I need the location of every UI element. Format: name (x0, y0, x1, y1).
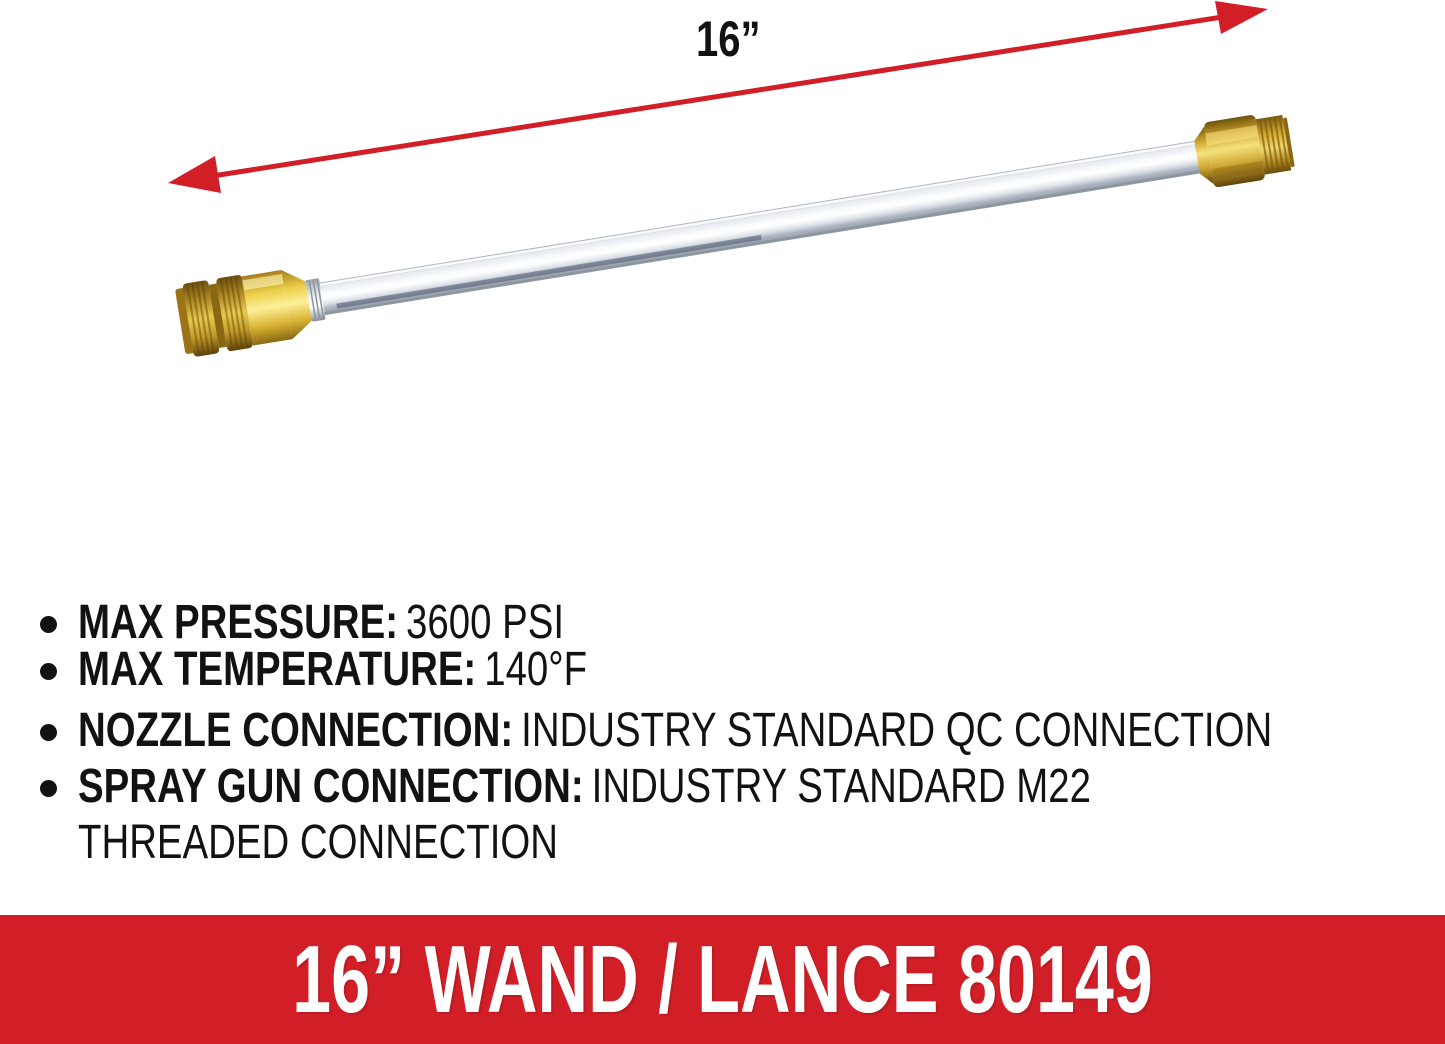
spec-value: INDUSTRY STANDARD M22 THREADED CONNECTIO… (78, 760, 1091, 869)
bullet-icon (40, 663, 57, 680)
arrowhead-right-icon (1215, 1, 1268, 34)
product-banner: 16” WAND / LANCE 80149 (0, 915, 1445, 1044)
m22-fitting (1194, 114, 1295, 188)
spec-label: MAX TEMPERATURE: (78, 643, 477, 696)
bullet-icon (40, 780, 57, 797)
spec-item-spray-gun-connection: SPRAY GUN CONNECTION: INDUSTRY STANDARD M… (40, 759, 1445, 871)
spec-value: 3600 PSI (406, 596, 565, 649)
product-banner-title: 16” WAND / LANCE 80149 (292, 925, 1153, 1033)
ferrule-ring (305, 278, 326, 322)
spec-label: NOZZLE CONNECTION: (78, 704, 514, 757)
dimension-label: 16” (696, 11, 761, 67)
dimension-arrow (168, 1, 1268, 193)
arrow-line (199, 12, 1236, 181)
spec-label: SPRAY GUN CONNECTION: (78, 760, 584, 813)
spec-item-max-pressure: MAX PRESSURE: 3600 PSI (40, 595, 1445, 651)
wand-image (175, 114, 1295, 357)
hero-image (168, 1, 1295, 357)
bullet-icon (40, 616, 57, 633)
spec-item-nozzle-connection: NOZZLE CONNECTION: INDUSTRY STANDARD QC C… (40, 703, 1445, 759)
spec-label: MAX PRESSURE: (78, 596, 399, 649)
spec-value: INDUSTRY STANDARD QC CONNECTION (521, 704, 1273, 757)
arrowhead-left-icon (168, 156, 221, 193)
wand-tube (319, 140, 1200, 316)
spec-value: 140°F (484, 643, 588, 696)
spec-item-max-temperature: MAX TEMPERATURE: 140°F (40, 642, 1445, 698)
qc-coupler (175, 270, 312, 357)
bullet-icon (40, 724, 57, 741)
